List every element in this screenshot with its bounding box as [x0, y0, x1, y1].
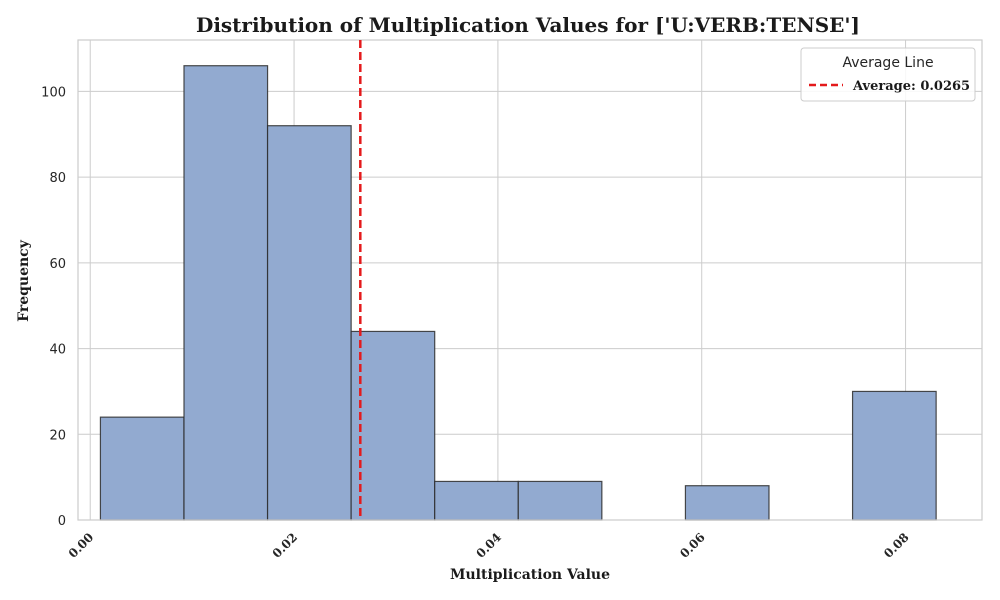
- y-tick-label: 40: [49, 343, 66, 358]
- histogram-bar: [434, 480, 519, 521]
- chart-title: Distribution of Multiplication Values fo…: [196, 13, 860, 37]
- x-tick-label: 0.08: [881, 530, 912, 561]
- histogram-bar: [851, 390, 937, 521]
- y-tick-label: 80: [49, 171, 66, 186]
- y-tick-labels: 0 20 40 60 80 100: [41, 85, 66, 529]
- axes-frame: [77, 39, 983, 521]
- histogram-bar: [517, 480, 603, 521]
- y-tick-label: 20: [49, 428, 66, 443]
- x-tick-label: 0.04: [473, 530, 504, 561]
- y-tick-label: 60: [49, 257, 66, 272]
- histogram-bar: [684, 485, 770, 521]
- histogram-bar: [350, 330, 436, 521]
- histogram-bars: [99, 65, 937, 521]
- legend-box: [800, 47, 976, 102]
- legend-title: Average Line: [842, 55, 933, 71]
- y-tick-label: 100: [41, 85, 66, 100]
- legend-entry-average: Average: 0.0265: [852, 79, 970, 94]
- x-tick-labels: 0.00 0.02 0.04 0.06 0.08: [66, 530, 912, 561]
- y-tick-label: 0: [58, 514, 66, 529]
- histogram-bar: [99, 416, 185, 521]
- y-axis-label: Frequency: [16, 239, 32, 322]
- x-tick-label: 0.02: [270, 530, 301, 561]
- x-tick-label: 0.00: [66, 530, 97, 561]
- histogram-bar: [266, 125, 352, 521]
- histogram-bar: [183, 65, 269, 521]
- legend: Average Line Average: 0.0265: [800, 47, 976, 102]
- x-tick-label: 0.06: [677, 530, 708, 561]
- x-axis-label: Multiplication Value: [450, 567, 610, 583]
